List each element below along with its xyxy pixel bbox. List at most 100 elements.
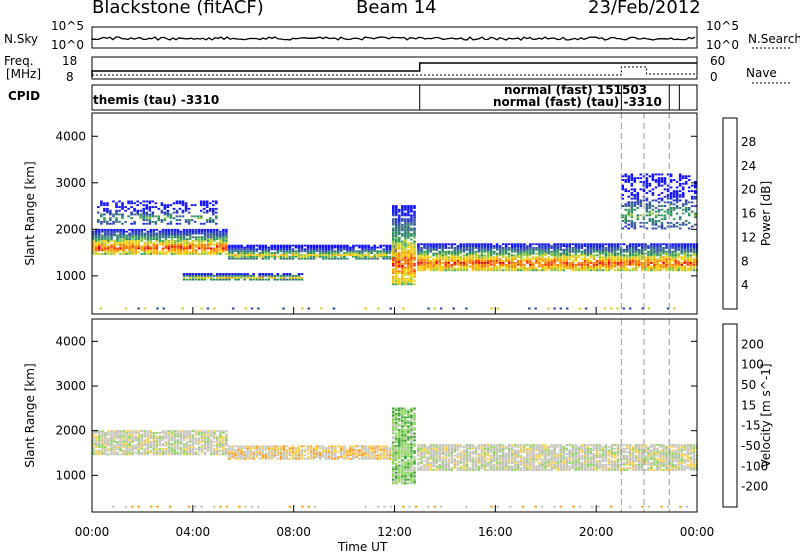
echo-cell-0-0 <box>119 236 122 239</box>
echo-cell-1-2 <box>407 461 410 463</box>
echo-cell-1-1 <box>252 450 255 453</box>
echo-cell-1-1 <box>382 450 385 453</box>
echo-cell-0-3 <box>264 274 267 277</box>
echo-cell-0-1 <box>175 219 179 221</box>
echo-cell-1-0 <box>92 441 95 443</box>
echo-cell-0-5 <box>650 261 653 264</box>
echo-cell-1-2 <box>401 466 404 469</box>
echo-cell-0-0 <box>191 247 195 250</box>
echo-cell-1-0 <box>134 451 137 454</box>
echo-cell-1-0 <box>179 446 183 449</box>
echo-cell-0-5 <box>619 250 623 253</box>
echo-cell-0-2 <box>312 248 316 251</box>
echo-cell-0-3 <box>234 278 237 281</box>
echo-cell-0-6 <box>657 205 661 207</box>
echo-cell-0-5 <box>616 260 620 262</box>
echo-cell-0-0 <box>203 234 207 237</box>
echo-cell-0-5 <box>468 265 472 268</box>
echo-cell-1-0 <box>146 444 150 447</box>
echo-cell-1-2 <box>413 414 416 417</box>
echo-cell-0-1 <box>178 219 182 221</box>
echo-cell-0-1 <box>151 206 155 208</box>
echo-cell-0-2 <box>352 254 355 256</box>
echo-cell-1-1 <box>276 457 280 460</box>
echo-cell-0-5 <box>441 250 444 253</box>
echo-cell-1-3 <box>435 469 438 471</box>
echo-cell-0-2 <box>243 255 246 258</box>
echo-cell-0-6 <box>666 212 670 215</box>
echo-cell-0-5 <box>559 256 562 259</box>
echo-cell-0-0 <box>210 241 213 244</box>
echo-cell-1-2 <box>401 428 404 431</box>
echo-cell-0-5 <box>610 248 614 251</box>
echo-cell-0-4 <box>395 266 398 269</box>
echo-cell-1-2 <box>410 445 413 447</box>
echo-cell-1-1 <box>309 450 313 453</box>
echo-cell-0-6 <box>630 214 634 217</box>
echo-cell-0-0 <box>197 243 201 246</box>
echo-cell-0-0 <box>182 230 186 233</box>
echo-cell-0-5 <box>459 267 463 270</box>
echo-cell-0-5 <box>474 269 478 272</box>
echo-cell-1-0 <box>207 435 210 438</box>
echo-cell-1-0 <box>131 441 134 443</box>
echo-cell-1-0 <box>92 453 95 456</box>
echo-cell-0-5 <box>662 248 665 251</box>
echo-cell-0-1 <box>139 215 142 218</box>
echo-cell-0-1 <box>112 215 115 218</box>
echo-cell-0-0 <box>185 241 189 244</box>
echo-cell-1-2 <box>401 416 404 419</box>
echo-cell-0-3 <box>276 278 280 281</box>
echo-cell-0-5 <box>680 267 683 270</box>
echo-cell-0-0 <box>167 240 171 242</box>
echo-cell-0-2 <box>315 248 319 251</box>
echo-cell-1-0 <box>131 448 134 450</box>
echo-cell-0-5 <box>568 243 571 246</box>
echo-cell-0-6 <box>630 223 634 226</box>
echo-cell-0-0 <box>170 241 174 244</box>
echo-cell-1-0 <box>194 430 198 432</box>
echo-cell-0-5 <box>647 247 650 249</box>
echo-cell-0-6 <box>691 184 694 187</box>
echo-cell-0-5 <box>444 263 447 266</box>
echo-cell-1-0 <box>98 435 101 438</box>
echo-cell-0-5 <box>520 267 523 270</box>
echo-cell-0-1 <box>148 217 152 220</box>
echo-cell-1-3 <box>459 451 463 453</box>
echo-cell-0-5 <box>650 245 653 247</box>
echo-cell-0-0 <box>110 232 113 235</box>
echo-cell-0-1 <box>199 200 203 203</box>
echo-cell-0-5 <box>417 248 420 251</box>
echo-cell-1-3 <box>486 449 490 452</box>
echo-cell-0-5 <box>589 269 593 272</box>
echo-cell-0-5 <box>665 263 668 266</box>
echo-cell-1-2 <box>398 443 401 445</box>
echo-cell-0-5 <box>447 252 450 255</box>
echo-cell-0-6 <box>681 194 685 196</box>
echo-cell-0-6 <box>657 197 661 200</box>
echo-cell-0-0 <box>95 228 98 231</box>
echo-cell-0-3 <box>276 274 280 277</box>
echo-cell-0-0 <box>155 253 159 255</box>
echo-cell-1-3 <box>486 469 490 471</box>
echo-cell-0-5 <box>638 243 641 246</box>
colorbar-tick-power: 16 <box>741 207 756 221</box>
echo-cell-1-0 <box>207 444 210 447</box>
echo-cell-ground-0 <box>547 307 550 310</box>
echo-cell-0-0 <box>158 236 162 239</box>
echo-cell-0-1 <box>169 220 173 223</box>
echo-cell-1-3 <box>429 445 432 448</box>
echo-cell-1-1 <box>349 457 352 460</box>
echo-cell-0-6 <box>648 210 652 213</box>
echo-cell-0-0 <box>179 232 183 235</box>
echo-cell-0-5 <box>665 254 668 257</box>
echo-cell-0-5 <box>674 250 677 253</box>
echo-cell-0-0 <box>155 249 159 252</box>
echo-cell-1-2 <box>398 480 401 483</box>
echo-cell-0-5 <box>520 263 523 266</box>
echo-cell-0-5 <box>501 247 505 249</box>
echo-cell-1-1 <box>261 457 264 460</box>
echo-cell-0-2 <box>358 252 361 254</box>
echo-cell-0-5 <box>535 261 538 264</box>
echo-cell-1-3 <box>465 456 469 459</box>
